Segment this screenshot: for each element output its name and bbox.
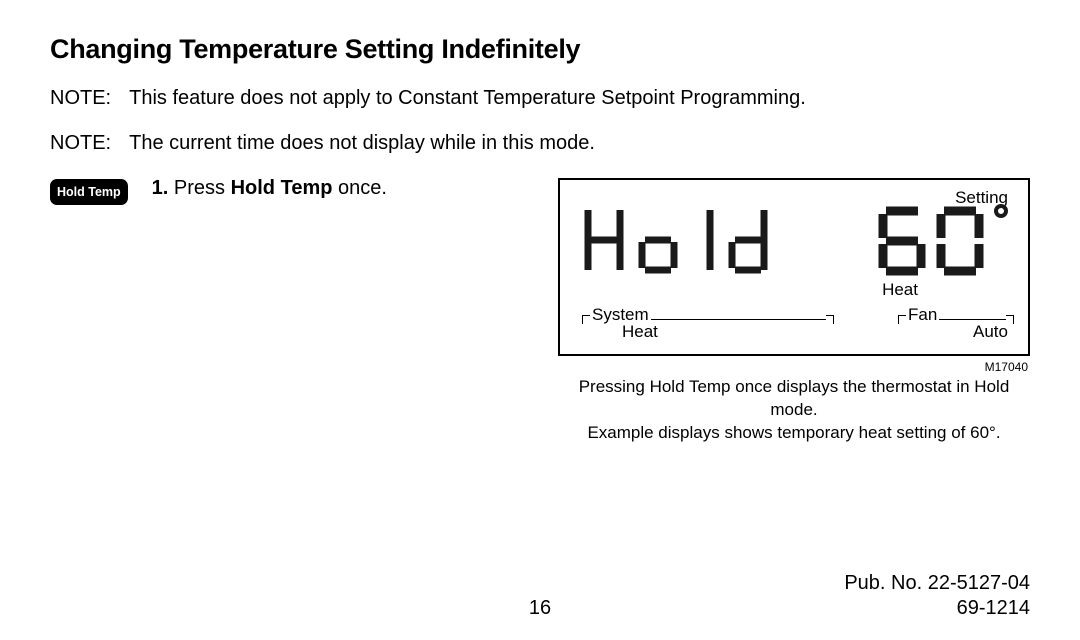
publication-number: Pub. No. 22-5127-04 [50,572,1030,595]
lcd-main [580,204,1012,280]
fan-group: Fan Auto [898,306,1014,342]
step-text: 1. Press Hold Temp once. [146,177,387,200]
degree-icon [992,202,1012,222]
figure-reference: M17040 [985,360,1028,374]
lcd-box: Setting [558,178,1030,356]
page-footer: Pub. No. 22-5127-04 16 69-1214 [50,572,1030,620]
step-post: once. [332,177,386,199]
lcd-display-area: Setting [558,178,1030,445]
note-2: NOTE: The current time does not display … [50,132,1030,155]
note-1: NOTE: This feature does not apply to Con… [50,87,1030,110]
note-label: NOTE: [50,132,111,155]
caption-line-1: Pressing Hold Temp once displays the the… [579,377,1010,419]
line-icon [651,319,826,320]
mode-label: Heat [882,280,918,300]
temp-digits-icon [874,204,992,280]
line-icon [939,319,1006,320]
step-number: 1. [152,177,169,199]
fan-title: Fan [906,305,939,325]
page-title: Changing Temperature Setting Indefinitel… [50,34,1030,65]
document-number: 69-1214 [870,597,1030,620]
temperature-display [874,204,1012,280]
step-pre: Press [174,177,231,199]
bracket-icon [582,315,590,324]
bracket-icon [826,315,834,324]
note-text: This feature does not apply to Constant … [129,87,806,110]
page-number: 16 [210,597,870,620]
bracket-icon [898,315,906,324]
system-group: System Heat [582,306,834,342]
note-label: NOTE: [50,87,111,110]
figure-caption: Pressing Hold Temp once displays the the… [558,376,1030,445]
note-text: The current time does not display while … [129,132,595,155]
hold-text-icon [580,204,802,278]
caption-line-2: Example displays shows temporary heat se… [587,423,1000,442]
system-value: Heat [582,322,834,342]
hold-temp-button[interactable]: Hold Temp [50,179,128,205]
fan-value: Auto [898,322,1014,342]
step-bold: Hold Temp [231,177,333,199]
